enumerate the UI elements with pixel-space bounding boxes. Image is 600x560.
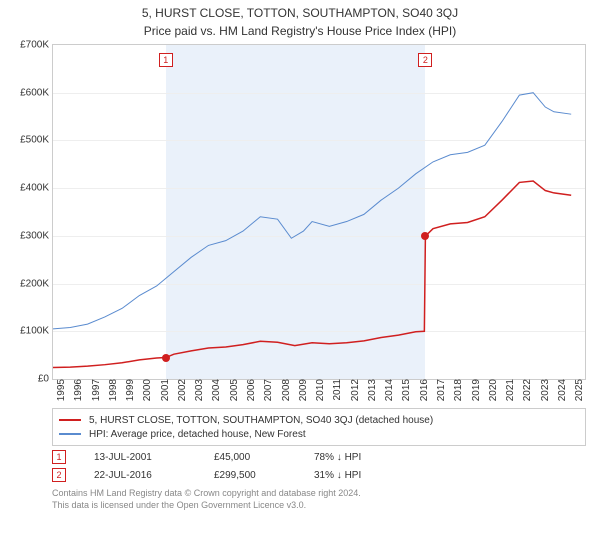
x-axis-tick-label: 2000 — [142, 379, 153, 401]
x-axis-tick-label: 2009 — [298, 379, 309, 401]
transaction-vs-hpi: 31% ↓ HPI — [314, 470, 414, 481]
legend-label: 5, HURST CLOSE, TOTTON, SOUTHAMPTON, SO4… — [89, 415, 433, 426]
x-axis-tick-label: 2001 — [160, 379, 171, 401]
x-axis-tick-label: 2020 — [488, 379, 499, 401]
footer-line-1: Contains HM Land Registry data © Crown c… — [52, 488, 586, 500]
x-axis-tick-label: 2003 — [194, 379, 205, 401]
transaction-marker: 1 — [52, 450, 66, 464]
x-axis-tick-label: 2016 — [419, 379, 430, 401]
page-title: 5, HURST CLOSE, TOTTON, SOUTHAMPTON, SO4… — [8, 6, 592, 20]
x-axis-tick-label: 2025 — [574, 379, 585, 401]
y-axis-tick-label: £700K — [20, 40, 49, 51]
transaction-row: 2 22-JUL-2016£299,50031% ↓ HPI — [52, 468, 586, 482]
x-axis-tick-label: 2004 — [211, 379, 222, 401]
transaction-price: £45,000 — [214, 452, 314, 463]
x-axis-tick-label: 2023 — [540, 379, 551, 401]
legend-item: 5, HURST CLOSE, TOTTON, SOUTHAMPTON, SO4… — [59, 413, 579, 427]
series-line-hpi — [53, 93, 571, 329]
sale-marker-2: 2 — [418, 53, 432, 67]
x-axis-tick-label: 2002 — [177, 379, 188, 401]
x-axis-tick-label: 2018 — [453, 379, 464, 401]
x-axis-tick-label: 2007 — [263, 379, 274, 401]
x-axis-tick-label: 2011 — [332, 379, 343, 401]
x-axis-tick-label: 2017 — [436, 379, 447, 401]
sale-point-2 — [421, 232, 429, 240]
x-axis-tick-label: 2021 — [505, 379, 516, 401]
y-axis-tick-label: £400K — [20, 183, 49, 194]
series-line-property — [53, 181, 571, 368]
y-axis-tick-label: £300K — [20, 230, 49, 241]
y-axis-tick-label: £500K — [20, 135, 49, 146]
x-axis-tick-label: 2012 — [350, 379, 361, 401]
x-axis-tick-label: 2019 — [471, 379, 482, 401]
x-axis-tick-label: 1998 — [108, 379, 119, 401]
price-chart: £0£100K£200K£300K£400K£500K£600K£700K199… — [52, 44, 586, 402]
series-svg — [53, 45, 585, 379]
transaction-price: £299,500 — [214, 470, 314, 481]
x-axis-tick-label: 2008 — [281, 379, 292, 401]
x-axis-tick-label: 2024 — [557, 379, 568, 401]
transaction-date: 13-JUL-2001 — [94, 452, 214, 463]
attribution-footer: Contains HM Land Registry data © Crown c… — [52, 488, 586, 511]
y-axis-tick-label: £200K — [20, 278, 49, 289]
x-axis-tick-label: 1999 — [125, 379, 136, 401]
legend-swatch — [59, 433, 81, 435]
y-axis-tick-label: £0 — [38, 374, 49, 385]
x-axis-tick-label: 2015 — [401, 379, 412, 401]
x-axis-tick-label: 2022 — [522, 379, 533, 401]
legend-label: HPI: Average price, detached house, New … — [89, 429, 306, 440]
x-axis-tick-label: 2005 — [229, 379, 240, 401]
x-axis-tick-label: 2010 — [315, 379, 326, 401]
legend-swatch — [59, 419, 81, 421]
sale-point-1 — [162, 354, 170, 362]
sale-marker-1: 1 — [159, 53, 173, 67]
x-axis-tick-label: 1996 — [73, 379, 84, 401]
legend-item: HPI: Average price, detached house, New … — [59, 427, 579, 441]
y-axis-tick-label: £100K — [20, 326, 49, 337]
transaction-date: 22-JUL-2016 — [94, 470, 214, 481]
y-axis-tick-label: £600K — [20, 87, 49, 98]
transaction-row: 1 13-JUL-2001£45,00078% ↓ HPI — [52, 450, 586, 464]
x-axis-tick-label: 2006 — [246, 379, 257, 401]
x-axis-tick-label: 1997 — [91, 379, 102, 401]
page-subtitle: Price paid vs. HM Land Registry's House … — [8, 24, 592, 38]
x-axis-tick-label: 2014 — [384, 379, 395, 401]
transaction-marker: 2 — [52, 468, 66, 482]
transaction-vs-hpi: 78% ↓ HPI — [314, 452, 414, 463]
footer-line-2: This data is licensed under the Open Gov… — [52, 500, 586, 512]
legend: 5, HURST CLOSE, TOTTON, SOUTHAMPTON, SO4… — [52, 408, 586, 446]
x-axis-tick-label: 1995 — [56, 379, 67, 401]
x-axis-tick-label: 2013 — [367, 379, 378, 401]
